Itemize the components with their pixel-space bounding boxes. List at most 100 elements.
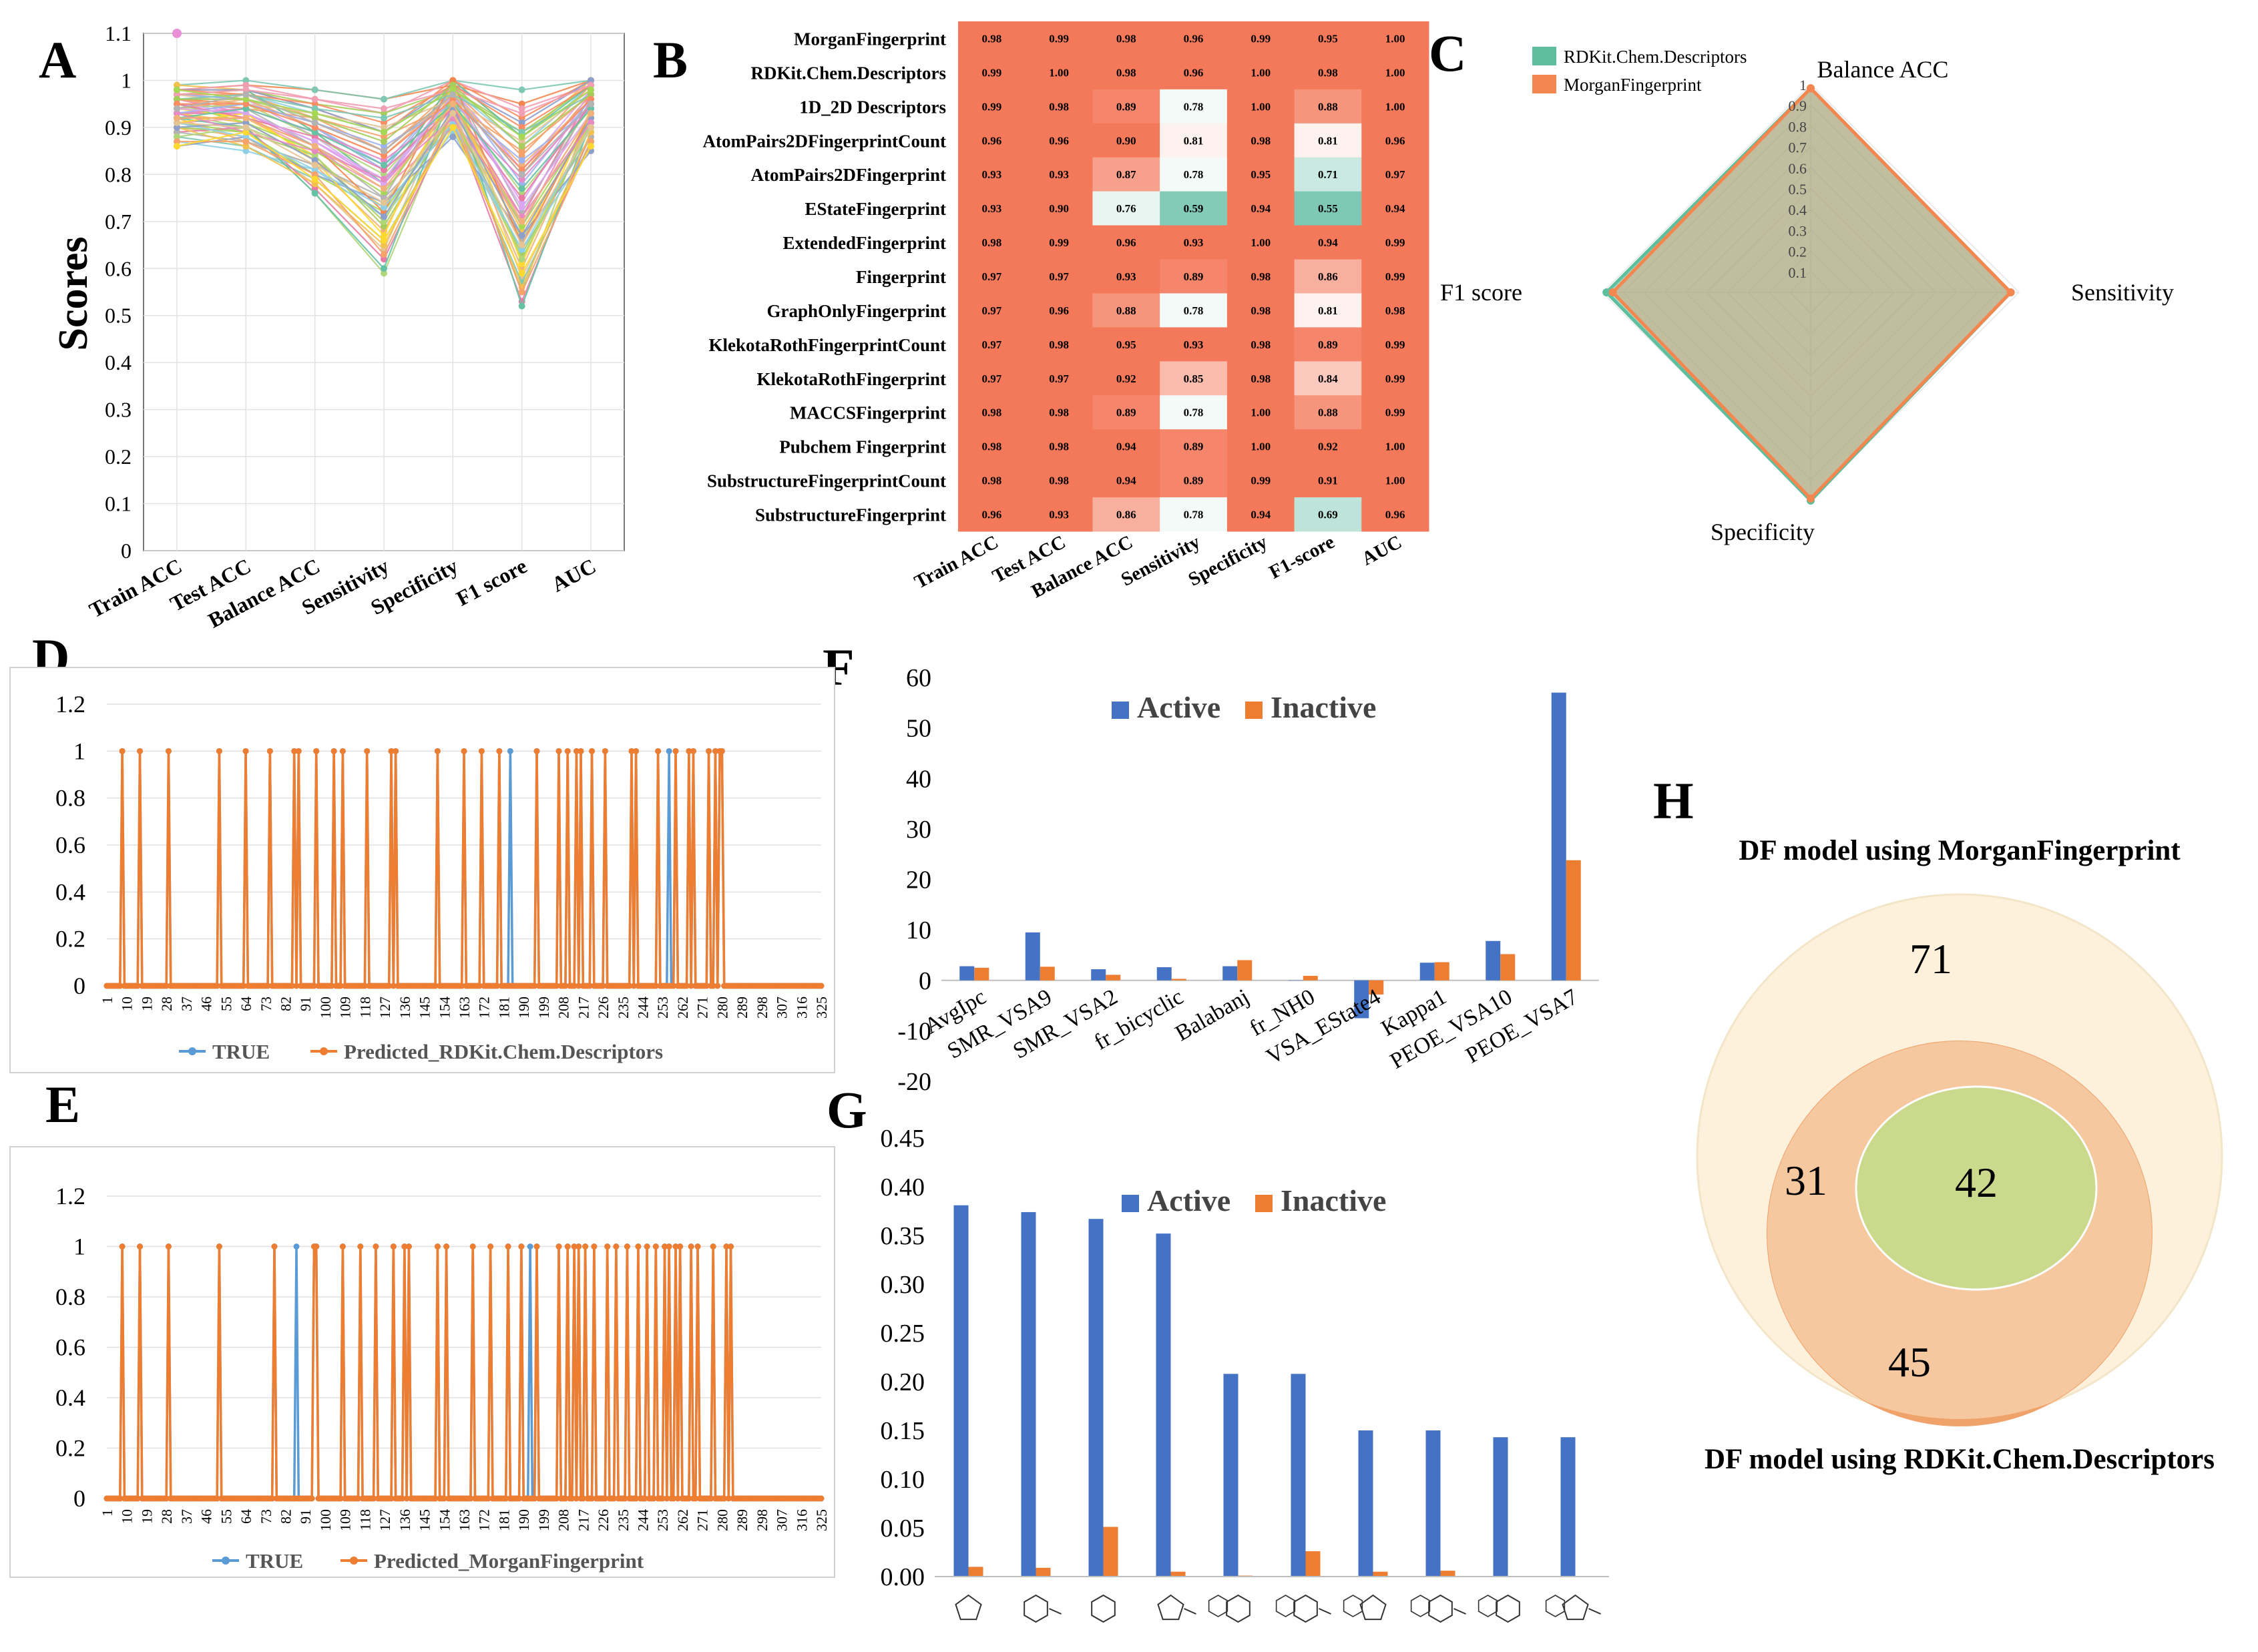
panel-a-point: [311, 176, 318, 183]
panel-c-radar: 0.1 0.2 0.3 0.4 0.5 0.6 0.7 0.8 0.9 1 Balance ACC S…: [1440, 47, 2174, 545]
panel-b-cell-value: 0.93: [1049, 509, 1069, 521]
panel-d-point: [714, 983, 721, 989]
panel-f-bar: [1419, 962, 1435, 981]
panel-d-xtick: 82: [278, 997, 294, 1011]
panel-g-legend-swatch: [1255, 1195, 1273, 1212]
panel-g-ytick: 0.15: [881, 1417, 925, 1445]
panel-e-point: [117, 1495, 124, 1502]
panel-b-cell-value: 0.99: [1385, 338, 1405, 351]
panel-d-point: [600, 983, 606, 989]
panel-e-xtick: 181: [495, 1509, 512, 1531]
panel-d-xtick: 37: [178, 997, 195, 1011]
panel-e-point: [582, 1244, 589, 1250]
panel-a-point: [518, 204, 525, 211]
panel-a-point: [174, 128, 180, 135]
panel-e-xtick: 226: [595, 1509, 612, 1531]
panel-a-point: [311, 143, 318, 150]
panel-f-bar: [1551, 692, 1566, 981]
panel-a-xtick: Train ACC: [85, 553, 186, 622]
panel-e-xtick: 127: [377, 1509, 393, 1531]
panel-a-point: [381, 265, 387, 272]
panel-e-point: [569, 1495, 576, 1502]
panel-g-legend-label: Inactive: [1281, 1183, 1386, 1217]
panel-e-point: [553, 1495, 560, 1502]
panel-d-point: [555, 748, 562, 754]
panel-a-point: [518, 152, 525, 160]
panel-g-ytick: 0.25: [881, 1320, 925, 1348]
panel-b-cell: [958, 55, 1026, 90]
panel-b-cell-value: 0.71: [1318, 168, 1338, 181]
panel-e-legend-label: Predicted_MorganFingerprint: [374, 1549, 644, 1573]
panel-d-xtick: 208: [555, 997, 572, 1019]
panel-b-cell: [958, 395, 1026, 430]
panel-b-cell-value: 0.78: [1184, 406, 1204, 419]
panel-g-molecule-ring: [1359, 1594, 1387, 1621]
panel-e-xtick: 10: [119, 1509, 136, 1524]
panel-a-point: [381, 270, 387, 277]
panel-b-cell: [1092, 361, 1160, 396]
panel-b-cell: [958, 259, 1026, 294]
panel-g-bar: [1440, 1571, 1455, 1577]
panel-b-cell-value: 0.99: [1251, 32, 1271, 45]
panel-b-cell: [1092, 327, 1160, 362]
panel-b-cell: [1092, 191, 1160, 226]
panel-e-xtick: 244: [635, 1509, 652, 1531]
panel-a-point: [449, 109, 457, 117]
panel-e-point: [137, 1244, 144, 1250]
panel-b-cell-value: 0.94: [1318, 236, 1338, 249]
panel-b-cell-value: 0.89: [1116, 406, 1136, 419]
panel-a-point: [174, 109, 180, 117]
panel-b-row-label: EStateFingerprint: [805, 199, 946, 219]
panel-a-point: [449, 81, 457, 89]
panel-e-point: [214, 1495, 220, 1502]
panel-e-legend-marker: [350, 1557, 358, 1565]
panel-a-ytick: 0.3: [105, 398, 132, 422]
panel-g-ytick: 0.10: [881, 1466, 925, 1494]
panel-a-point: [518, 157, 525, 164]
panel-g-molecule-ring: [1562, 1594, 1589, 1621]
panel-b-row-label: SubstructureFingerprint: [755, 505, 946, 525]
panel-b-cell: [1160, 225, 1228, 260]
panel-a-point: [518, 86, 525, 93]
panel-f-xtick: Balabanj: [1171, 985, 1253, 1046]
panel-e-chart: 00.20.40.60.811.21 10 19 28 37 46 55 64 73 82 91 10…: [9, 1146, 835, 1578]
panel-a-point: [518, 148, 525, 155]
panel-b-cell: [1160, 429, 1228, 464]
panel-letter-b: B: [653, 31, 688, 89]
panel-f-bar: [1369, 980, 1384, 995]
panel-a-point: [174, 114, 180, 121]
panel-d-xtick: 127: [377, 997, 393, 1019]
panel-a-point: [311, 190, 318, 197]
panel-a-xtick: AUC: [547, 553, 600, 596]
panel-b-cell-value: 0.96: [981, 134, 1001, 147]
panel-d-xtick: 316: [793, 997, 810, 1019]
panel-d-xtick: 172: [476, 997, 493, 1019]
panel-e-xtick: 262: [674, 1509, 691, 1531]
panel-e-xtick: 82: [278, 1509, 294, 1524]
panel-e-point: [664, 1495, 670, 1502]
panel-b-cell-value: 0.98: [1116, 66, 1136, 79]
panel-b-cell: [958, 429, 1026, 464]
panel-b-cell-value: 0.87: [1116, 168, 1136, 181]
panel-a-point: [588, 86, 594, 93]
panel-b-cell-value: 0.76: [1116, 202, 1136, 215]
panel-d-point: [672, 748, 679, 754]
panel-b-cell-value: 0.88: [1318, 100, 1338, 113]
panel-b-cell-value: 0.99: [1385, 270, 1405, 283]
panel-e-point: [677, 1244, 684, 1250]
panel-d-xtick: 55: [218, 997, 234, 1011]
panel-b-cell: [1361, 259, 1429, 294]
panel-g-molecule-ring: [955, 1594, 982, 1621]
panel-g-legend-swatch: [1122, 1195, 1139, 1212]
panel-a-point: [381, 143, 387, 150]
panel-b-cell: [1226, 191, 1295, 226]
panel-a-point: [381, 185, 387, 192]
panel-a-point: [588, 91, 594, 98]
panel-a-point: [518, 288, 525, 296]
panel-a-point: [381, 152, 387, 160]
panel-b-col-label: Train ACC: [911, 531, 1001, 593]
panel-b-row-label: ExtendedFingerprint: [782, 233, 946, 253]
panel-b-cell: [958, 327, 1026, 362]
panel-a-point: [311, 86, 318, 93]
panel-d-point: [602, 748, 608, 754]
